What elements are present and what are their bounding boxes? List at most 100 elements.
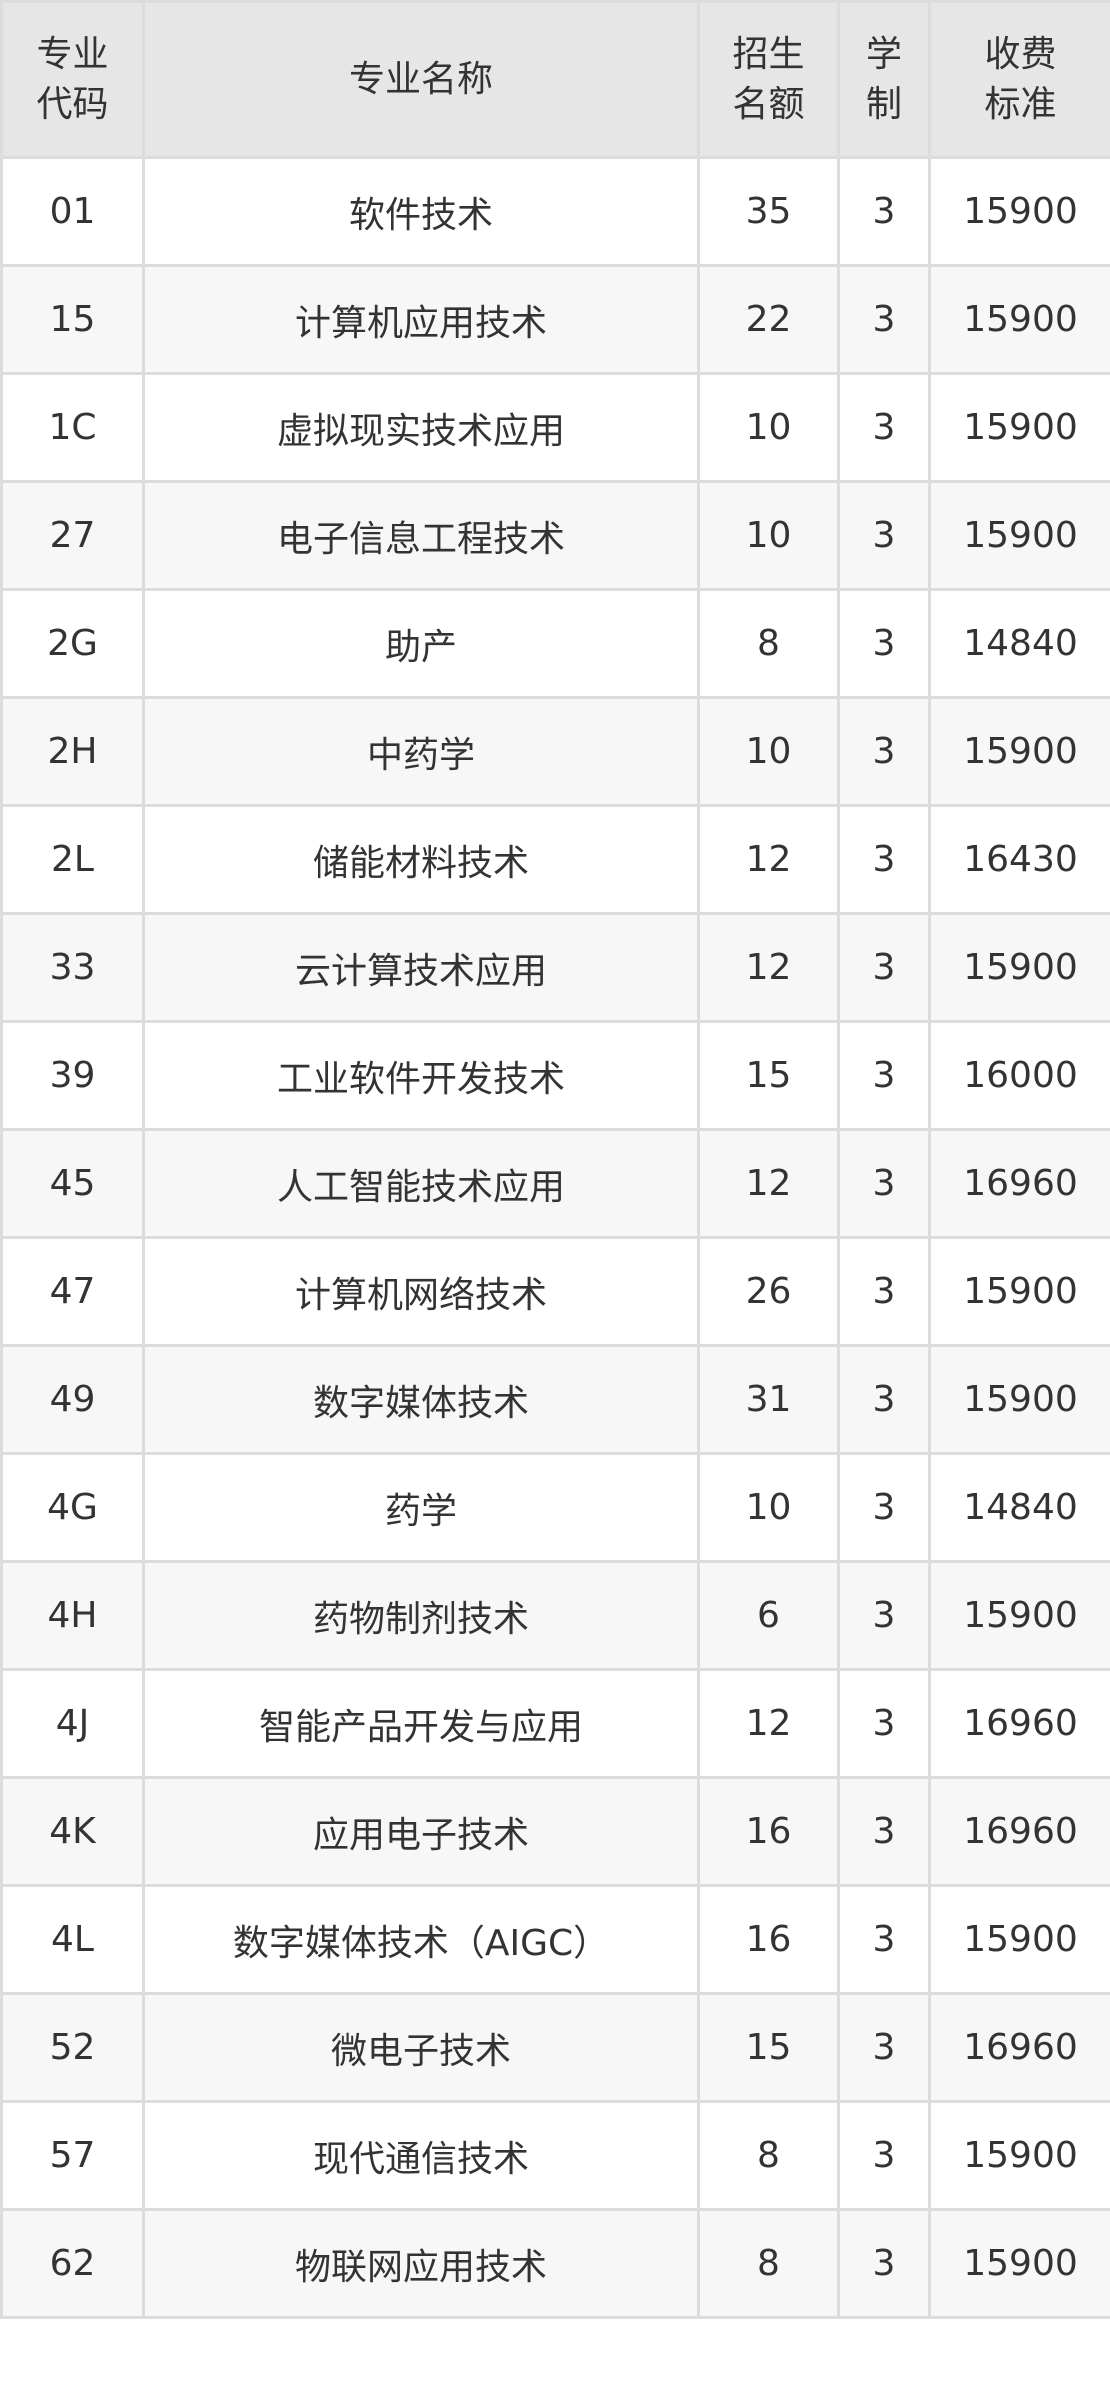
cell-duration: 3 [837, 2208, 931, 2319]
table-row: 2H 中药学 10 3 15900 [0, 696, 1110, 807]
table-row: 57 现代通信技术 8 3 15900 [0, 2100, 1110, 2211]
cell-major-name: 电子信息工程技术 [142, 480, 700, 591]
cell-major-name: 智能产品开发与应用 [142, 1668, 700, 1779]
cell-major-code: 62 [0, 2208, 145, 2319]
cell-major-name: 中药学 [142, 696, 700, 807]
cell-tuition: 15900 [928, 696, 1110, 807]
cell-duration: 3 [837, 588, 931, 699]
cell-tuition: 15900 [928, 1344, 1110, 1455]
cell-enrollment-quota: 12 [697, 804, 840, 915]
cell-tuition: 15900 [928, 912, 1110, 1023]
header-major-code: 专业 代码 [0, 0, 145, 159]
cell-major-code: 2G [0, 588, 145, 699]
cell-major-code: 4H [0, 1560, 145, 1671]
cell-duration: 3 [837, 696, 931, 807]
cell-tuition: 16960 [928, 1668, 1110, 1779]
cell-major-code: 2H [0, 696, 145, 807]
cell-tuition: 14840 [928, 588, 1110, 699]
header-text: 招生 [732, 33, 805, 75]
cell-tuition: 16960 [928, 1992, 1110, 2103]
cell-duration: 3 [837, 804, 931, 915]
cell-major-name: 储能材料技术 [142, 804, 700, 915]
table-row: 47 计算机网络技术 26 3 15900 [0, 1236, 1110, 1347]
cell-major-code: 01 [0, 156, 145, 267]
table-row: 4K 应用电子技术 16 3 16960 [0, 1776, 1110, 1887]
header-text: 代码 [36, 83, 109, 125]
cell-major-name: 软件技术 [142, 156, 700, 267]
header-major-name: 专业名称 [142, 0, 700, 159]
header-row: 专业 代码 专业名称 招生 名额学制收费 标准 [0, 0, 1110, 159]
cell-major-name: 计算机网络技术 [142, 1236, 700, 1347]
cell-major-name: 现代通信技术 [142, 2100, 700, 2211]
table-row: 45 人工智能技术应用 12 3 16960 [0, 1128, 1110, 1239]
header-text: 学 [865, 33, 902, 75]
cell-duration: 3 [837, 1668, 931, 1779]
header-text: 标准 [984, 83, 1057, 125]
cell-duration: 3 [837, 156, 931, 267]
table-row: 4J 智能产品开发与应用 12 3 16960 [0, 1668, 1110, 1779]
cell-major-code: 4J [0, 1668, 145, 1779]
cell-enrollment-quota: 16 [697, 1776, 840, 1887]
table-row: 62 物联网应用技术 8 3 15900 [0, 2208, 1110, 2319]
table-row: 4H 药物制剂技术 6 3 15900 [0, 1560, 1110, 1671]
table-row: 1C 虚拟现实技术应用 10 3 15900 [0, 372, 1110, 483]
cell-enrollment-quota: 8 [697, 588, 840, 699]
cell-enrollment-quota: 10 [697, 1452, 840, 1563]
cell-enrollment-quota: 15 [697, 1992, 840, 2103]
table-row: 39 工业软件开发技术 15 3 16000 [0, 1020, 1110, 1131]
cell-tuition: 15900 [928, 156, 1110, 267]
cell-major-code: 2L [0, 804, 145, 915]
cell-enrollment-quota: 12 [697, 1128, 840, 1239]
header-enrollment-quota: 招生 名额 [697, 0, 840, 159]
header-text: 制 [865, 83, 902, 125]
cell-enrollment-quota: 8 [697, 2100, 840, 2211]
table-row: 33 云计算技术应用 12 3 15900 [0, 912, 1110, 1023]
cell-major-name: 数字媒体技术（AIGC） [142, 1884, 700, 1995]
header-text: 收费 [984, 33, 1057, 75]
cell-tuition: 15900 [928, 480, 1110, 591]
table-row: 27 电子信息工程技术 10 3 15900 [0, 480, 1110, 591]
cell-tuition: 15900 [928, 2208, 1110, 2319]
table-row: 15 计算机应用技术 22 3 15900 [0, 264, 1110, 375]
header-tuition: 收费 标准 [928, 0, 1110, 159]
cell-duration: 3 [837, 2100, 931, 2211]
cell-major-name: 云计算技术应用 [142, 912, 700, 1023]
cell-tuition: 16000 [928, 1020, 1110, 1131]
cell-major-code: 52 [0, 1992, 145, 2103]
cell-duration: 3 [837, 264, 931, 375]
cell-major-code: 39 [0, 1020, 145, 1131]
cell-enrollment-quota: 16 [697, 1884, 840, 1995]
cell-major-name: 助产 [142, 588, 700, 699]
cell-duration: 3 [837, 480, 931, 591]
cell-tuition: 15900 [928, 372, 1110, 483]
cell-tuition: 15900 [928, 1884, 1110, 1995]
header-duration: 学制 [837, 0, 931, 159]
cell-enrollment-quota: 26 [697, 1236, 840, 1347]
cell-major-name: 应用电子技术 [142, 1776, 700, 1887]
cell-major-code: 27 [0, 480, 145, 591]
cell-major-name: 人工智能技术应用 [142, 1128, 700, 1239]
cell-major-code: 1C [0, 372, 145, 483]
cell-enrollment-quota: 12 [697, 1668, 840, 1779]
table-row: 4G 药学 10 3 14840 [0, 1452, 1110, 1563]
cell-tuition: 14840 [928, 1452, 1110, 1563]
cell-major-name: 药学 [142, 1452, 700, 1563]
header-text: 名额 [732, 83, 805, 125]
cell-major-code: 49 [0, 1344, 145, 1455]
cell-duration: 3 [837, 1884, 931, 1995]
cell-duration: 3 [837, 372, 931, 483]
cell-duration: 3 [837, 1020, 931, 1131]
cell-major-code: 4G [0, 1452, 145, 1563]
cell-duration: 3 [837, 1560, 931, 1671]
cell-tuition: 15900 [928, 2100, 1110, 2211]
cell-enrollment-quota: 8 [697, 2208, 840, 2319]
table-row: 2G 助产 8 3 14840 [0, 588, 1110, 699]
enrollment-table: 专业 代码 专业名称 招生 名额学制收费 标准 01 软件技术 35 3 15900 15 计算机应用… [0, 0, 1110, 2319]
cell-tuition: 15900 [928, 1560, 1110, 1671]
cell-major-code: 47 [0, 1236, 145, 1347]
cell-tuition: 16960 [928, 1776, 1110, 1887]
table-row: 01 软件技术 35 3 15900 [0, 156, 1110, 267]
cell-major-code: 4K [0, 1776, 145, 1887]
cell-major-code: 57 [0, 2100, 145, 2211]
cell-tuition: 16960 [928, 1128, 1110, 1239]
